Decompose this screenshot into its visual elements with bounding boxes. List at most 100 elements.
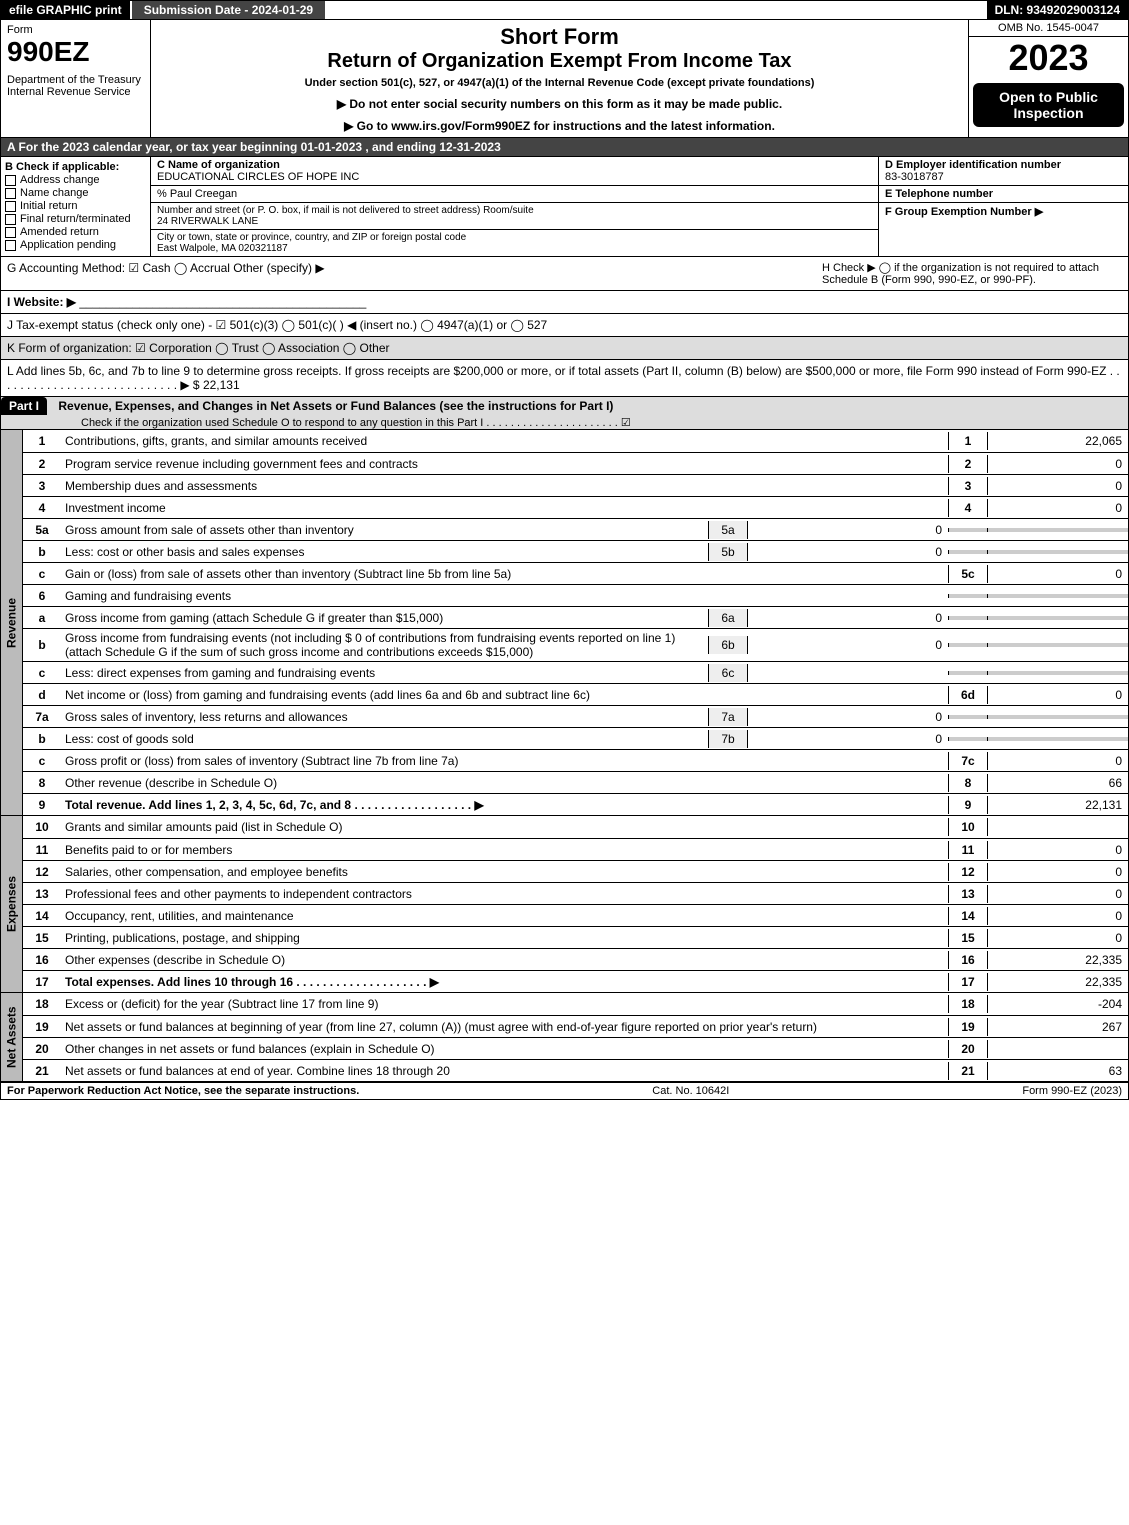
right-line-num: 11 [948, 841, 988, 859]
line-description: Printing, publications, postage, and shi… [61, 929, 948, 947]
form-line: 15Printing, publications, postage, and s… [23, 926, 1128, 948]
care-of: % Paul Creegan [157, 188, 237, 200]
line-description: Other revenue (describe in Schedule O) [61, 774, 948, 792]
form-line: 3Membership dues and assessments30 [23, 474, 1128, 496]
line-number: 12 [23, 863, 61, 881]
form-line: bGross income from fundraising events (n… [23, 628, 1128, 661]
mid-line-val: 0 [748, 521, 948, 539]
line-description: Gaming and fundraising events [61, 587, 948, 605]
line-description: Gross sales of inventory, less returns a… [61, 708, 708, 726]
line-number: 19 [23, 1018, 61, 1036]
right-line-val: 267 [988, 1018, 1128, 1036]
netassets-section: Net Assets 18Excess or (deficit) for the… [0, 993, 1129, 1082]
right-line-val: 22,335 [988, 951, 1128, 969]
k-form-org: K Form of organization: ☑ Corporation ◯ … [0, 337, 1129, 360]
c-label: C Name of organization [157, 159, 280, 171]
line-description: Less: cost of goods sold [61, 730, 708, 748]
mid-line-num: 7b [708, 730, 748, 748]
form-line: 18Excess or (deficit) for the year (Subt… [23, 993, 1128, 1015]
line-number: 4 [23, 499, 61, 517]
check-pending[interactable]: Application pending [5, 239, 146, 251]
right-line-num [948, 643, 988, 647]
line-description: Investment income [61, 499, 948, 517]
right-line-val: 0 [988, 752, 1128, 770]
right-line-num: 4 [948, 499, 988, 517]
omb-number: OMB No. 1545-0047 [969, 20, 1128, 37]
i-website: I Website: ▶ ___________________________… [0, 291, 1129, 314]
right-line-val: 0 [988, 455, 1128, 473]
form-line: aGross income from gaming (attach Schedu… [23, 606, 1128, 628]
netassets-tab: Net Assets [1, 993, 23, 1081]
check-name[interactable]: Name change [5, 187, 146, 199]
right-line-num: 2 [948, 455, 988, 473]
right-line-val: 0 [988, 841, 1128, 859]
line-description: Other changes in net assets or fund bala… [61, 1040, 948, 1058]
right-line-num [948, 671, 988, 675]
right-line-val: 0 [988, 565, 1128, 583]
check-final[interactable]: Final return/terminated [5, 213, 146, 225]
line-description: Net income or (loss) from gaming and fun… [61, 686, 948, 704]
section-b-to-f: B Check if applicable: Address change Na… [0, 157, 1129, 257]
mid-line-num: 7a [708, 708, 748, 726]
line-number: a [23, 609, 61, 627]
form-line: 14Occupancy, rent, utilities, and mainte… [23, 904, 1128, 926]
form-line: cLess: direct expenses from gaming and f… [23, 661, 1128, 683]
right-line-num [948, 737, 988, 741]
footer-right: Form 990-EZ (2023) [1022, 1085, 1122, 1097]
col-de: D Employer identification number83-30187… [878, 157, 1128, 256]
line-description: Gross income from gaming (attach Schedul… [61, 609, 708, 627]
check-address[interactable]: Address change [5, 174, 146, 186]
mid-line-num: 6c [708, 664, 748, 682]
form-line: 10Grants and similar amounts paid (list … [23, 816, 1128, 838]
tax-year: 2023 [969, 37, 1128, 79]
col-b: B Check if applicable: Address change Na… [1, 157, 151, 256]
mid-line-val: 0 [748, 543, 948, 561]
right-line-num: 1 [948, 432, 988, 450]
efile-label[interactable]: efile GRAPHIC print [1, 1, 130, 19]
check-amended[interactable]: Amended return [5, 226, 146, 238]
right-line-val [988, 594, 1128, 598]
line-description: Less: direct expenses from gaming and fu… [61, 664, 708, 682]
right-line-num: 15 [948, 929, 988, 947]
right-line-val [988, 825, 1128, 829]
form-line: cGain or (loss) from sale of assets othe… [23, 562, 1128, 584]
line-description: Net assets or fund balances at beginning… [61, 1018, 948, 1036]
right-line-val [988, 616, 1128, 620]
line-description: Contributions, gifts, grants, and simila… [61, 432, 948, 450]
line-description: Less: cost or other basis and sales expe… [61, 543, 708, 561]
form-line: 1Contributions, gifts, grants, and simil… [23, 430, 1128, 452]
dln-label: DLN: 93492029003124 [987, 1, 1128, 19]
right-line-val: -204 [988, 995, 1128, 1013]
line-number: 16 [23, 951, 61, 969]
line-number: 6 [23, 587, 61, 605]
form-line: bLess: cost of goods sold7b0 [23, 727, 1128, 749]
line-number: 3 [23, 477, 61, 495]
line-number: 1 [23, 432, 61, 450]
form-line: 19Net assets or fund balances at beginni… [23, 1015, 1128, 1037]
form-line: 17Total expenses. Add lines 10 through 1… [23, 970, 1128, 992]
return-title: Return of Organization Exempt From Incom… [161, 50, 958, 73]
check-initial[interactable]: Initial return [5, 200, 146, 212]
right-line-val: 0 [988, 686, 1128, 704]
right-line-val: 63 [988, 1062, 1128, 1080]
f-label: F Group Exemption Number ▶ [885, 206, 1043, 218]
form-line: 11Benefits paid to or for members110 [23, 838, 1128, 860]
line-description: Other expenses (describe in Schedule O) [61, 951, 948, 969]
mid-line-val: 0 [748, 730, 948, 748]
right-line-num: 7c [948, 752, 988, 770]
line-description: Excess or (deficit) for the year (Subtra… [61, 995, 948, 1013]
line-description: Program service revenue including govern… [61, 455, 948, 473]
revenue-tab: Revenue [1, 430, 23, 815]
form-line: 8Other revenue (describe in Schedule O)8… [23, 771, 1128, 793]
open-public: Open to Public Inspection [973, 83, 1124, 127]
line-number: 13 [23, 885, 61, 903]
line-description: Occupancy, rent, utilities, and maintena… [61, 907, 948, 925]
right-line-num: 12 [948, 863, 988, 881]
line-number: b [23, 636, 61, 654]
right-line-num: 14 [948, 907, 988, 925]
right-line-num [948, 528, 988, 532]
mid-line-num: 5a [708, 521, 748, 539]
form-line: 5aGross amount from sale of assets other… [23, 518, 1128, 540]
goto-note[interactable]: ▶ Go to www.irs.gov/Form990EZ for instru… [161, 119, 958, 133]
line-number: 18 [23, 995, 61, 1013]
